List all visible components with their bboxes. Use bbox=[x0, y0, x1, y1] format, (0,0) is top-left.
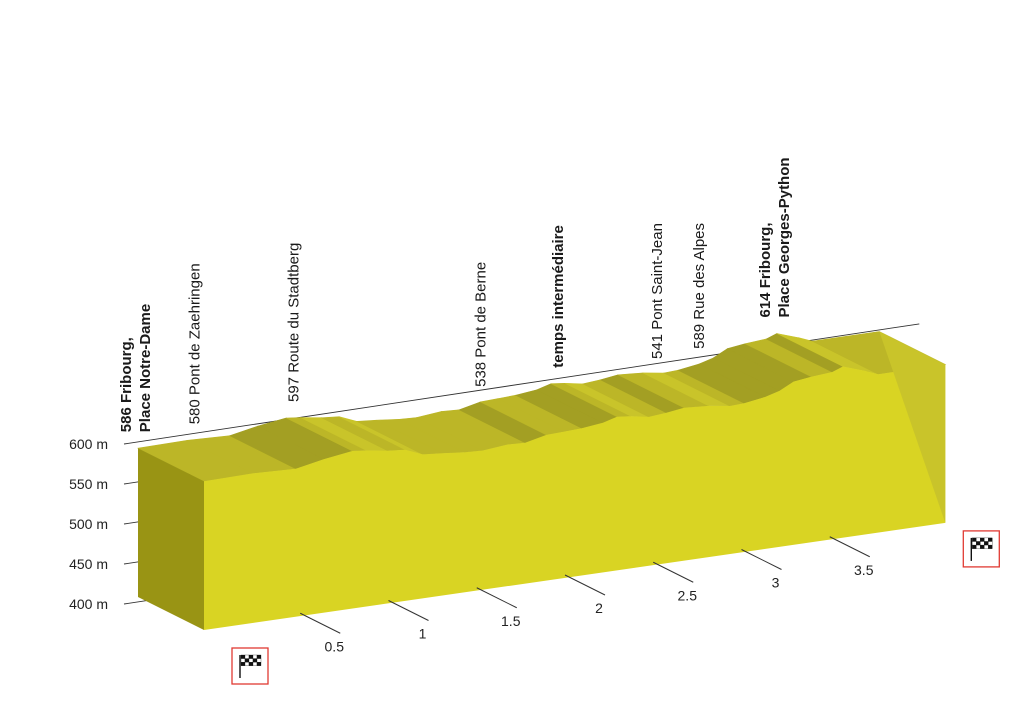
flag-icons bbox=[231, 530, 1000, 685]
x-tick-label: 3 bbox=[772, 575, 780, 591]
waypoint-label: temps intermédiaire bbox=[550, 225, 567, 368]
x-tick-mark bbox=[476, 587, 517, 609]
flag-cell bbox=[244, 654, 250, 659]
waypoint-line: 580 Pont de Zaehringen bbox=[186, 263, 203, 424]
flag-cell bbox=[988, 544, 993, 549]
flag-cell bbox=[988, 537, 993, 542]
flag-box bbox=[231, 647, 269, 685]
flag-cell bbox=[256, 654, 262, 659]
flag-cell bbox=[252, 654, 258, 659]
x-tick-label: 2 bbox=[595, 600, 603, 616]
y-tick-label: 550 m bbox=[69, 476, 108, 492]
flag-cell bbox=[976, 541, 981, 546]
x-tick-mark bbox=[388, 600, 429, 621]
flag-cell bbox=[248, 654, 254, 659]
flag-cell bbox=[972, 537, 977, 542]
side-face bbox=[138, 448, 204, 630]
flag-cell bbox=[976, 537, 981, 542]
flag-cell bbox=[972, 541, 977, 546]
x-tick-mark bbox=[300, 612, 341, 634]
waypoint-label: 597 Route du Stadtberg bbox=[285, 243, 302, 402]
flag-cell bbox=[244, 662, 250, 666]
flag-cell bbox=[252, 662, 258, 666]
waypoint-line: 614 Fribourg, bbox=[757, 222, 774, 317]
flag-cell bbox=[256, 658, 262, 663]
x-tick-label: 1 bbox=[419, 626, 427, 642]
waypoint-labels: 586 Fribourg, Place Notre-Dame 580 Pont de… bbox=[118, 157, 793, 432]
x-tick-label: 3.5 bbox=[854, 562, 874, 578]
waypoint-label: 538 Pont de Berne bbox=[472, 262, 489, 387]
flag-cell bbox=[980, 541, 985, 546]
x-axis: 0.5 1 1.5 2 2.5 3 3.5 bbox=[300, 536, 874, 654]
waypoint-line: Place Notre-Dame bbox=[137, 304, 154, 432]
flag-cell bbox=[248, 662, 254, 666]
flag-cell bbox=[256, 662, 262, 666]
waypoint-line: 541 Pont Saint-Jean bbox=[649, 223, 666, 359]
flag-cell bbox=[976, 544, 981, 549]
waypoint-label: 614 Fribourg, Place Georges-Python bbox=[757, 157, 793, 317]
waypoint-line: 586 Fribourg, bbox=[118, 337, 135, 432]
front-face bbox=[204, 364, 946, 630]
waypoint-line: temps intermédiaire bbox=[550, 225, 567, 368]
checkered-flag-icon bbox=[231, 647, 269, 685]
flag-box bbox=[962, 530, 1000, 568]
x-tick-label: 0.5 bbox=[325, 638, 345, 654]
waypoint-label: 580 Pont de Zaehringen bbox=[186, 263, 203, 424]
waypoint-line: Place Georges-Python bbox=[776, 157, 793, 317]
flag-cell bbox=[984, 541, 989, 546]
checkered-flag-icon bbox=[962, 530, 1000, 568]
flag-cell bbox=[988, 541, 993, 546]
waypoint-line: 597 Route du Stadtberg bbox=[285, 243, 302, 402]
flag-cell bbox=[252, 658, 258, 663]
flag-cell bbox=[984, 544, 989, 549]
waypoint-line: 589 Rue des Alpes bbox=[691, 223, 708, 349]
y-tick-label: 400 m bbox=[69, 596, 108, 612]
flag-cell bbox=[980, 544, 985, 549]
y-tick-label: 600 m bbox=[69, 436, 108, 452]
waypoint-line: 538 Pont de Berne bbox=[472, 262, 489, 387]
waypoint-label: 589 Rue des Alpes bbox=[691, 223, 708, 349]
end-face bbox=[879, 331, 946, 523]
flag-cell bbox=[972, 544, 977, 549]
flag-cell bbox=[980, 537, 985, 542]
y-tick-label: 450 m bbox=[69, 556, 108, 572]
y-tick-label: 500 m bbox=[69, 516, 108, 532]
x-tick-mark bbox=[741, 549, 782, 570]
profile-surface bbox=[137, 331, 947, 482]
flag-cell bbox=[240, 654, 246, 659]
profile-front-body bbox=[138, 331, 946, 630]
x-tick-label: 1.5 bbox=[501, 613, 521, 629]
waypoint-label: 586 Fribourg, Place Notre-Dame bbox=[118, 304, 154, 432]
flag-cell bbox=[240, 658, 246, 663]
flag-cell bbox=[244, 658, 250, 663]
y-axis: 400 m 450 m 500 m 550 m 600 m bbox=[69, 436, 108, 612]
x-tick-mark bbox=[564, 574, 606, 596]
waypoint-label: 541 Pont Saint-Jean bbox=[649, 223, 666, 359]
x-tick-label: 2.5 bbox=[678, 587, 698, 603]
flag-cell bbox=[984, 537, 989, 542]
flag-cell bbox=[240, 662, 246, 666]
flag-cell bbox=[248, 658, 254, 663]
x-tick-mark bbox=[829, 536, 870, 558]
x-tick-mark bbox=[653, 561, 694, 583]
